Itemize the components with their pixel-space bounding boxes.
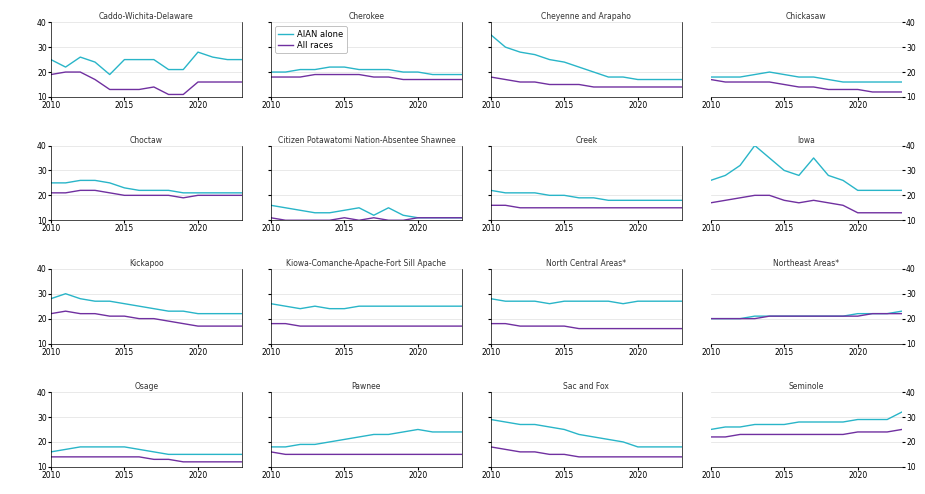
Title: Choctaw: Choctaw — [130, 136, 163, 145]
Legend: AIAN alone, All races: AIAN alone, All races — [275, 26, 347, 53]
Text: Poverty Rate in Oklahoma Tribal Areas by Race, 2010 to 2023: Poverty Rate in Oklahoma Tribal Areas by… — [312, 3, 613, 14]
Title: Kiowa-Comanche-Apache-Fort Sill Apache: Kiowa-Comanche-Apache-Fort Sill Apache — [287, 259, 447, 268]
Title: Pawnee: Pawnee — [352, 382, 381, 391]
Title: North Central Areas*: North Central Areas* — [547, 259, 626, 268]
Title: Caddo-Wichita-Delaware: Caddo-Wichita-Delaware — [99, 12, 194, 21]
Title: Cherokee: Cherokee — [349, 12, 385, 21]
Title: Kickapoo: Kickapoo — [130, 259, 164, 268]
Title: Citizen Potawatomi Nation-Absentee Shawnee: Citizen Potawatomi Nation-Absentee Shawn… — [278, 136, 455, 145]
Title: Chickasaw: Chickasaw — [786, 12, 827, 21]
Title: Iowa: Iowa — [797, 136, 815, 145]
Title: Seminole: Seminole — [789, 382, 824, 391]
Title: Northeast Areas*: Northeast Areas* — [773, 259, 839, 268]
Title: Sac and Fox: Sac and Fox — [563, 382, 610, 391]
Title: Cheyenne and Arapaho: Cheyenne and Arapaho — [541, 12, 631, 21]
Title: Osage: Osage — [134, 382, 158, 391]
Title: Creek: Creek — [575, 136, 598, 145]
